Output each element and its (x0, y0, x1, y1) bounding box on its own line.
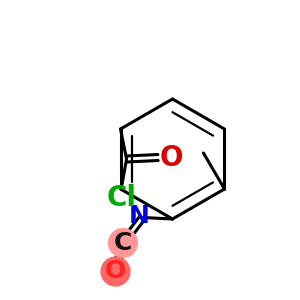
Text: Cl: Cl (107, 184, 137, 212)
Text: O: O (160, 143, 183, 172)
Text: O: O (105, 260, 126, 284)
Circle shape (101, 257, 130, 286)
Circle shape (109, 229, 137, 257)
Text: N: N (129, 204, 150, 228)
Text: C: C (114, 231, 132, 255)
